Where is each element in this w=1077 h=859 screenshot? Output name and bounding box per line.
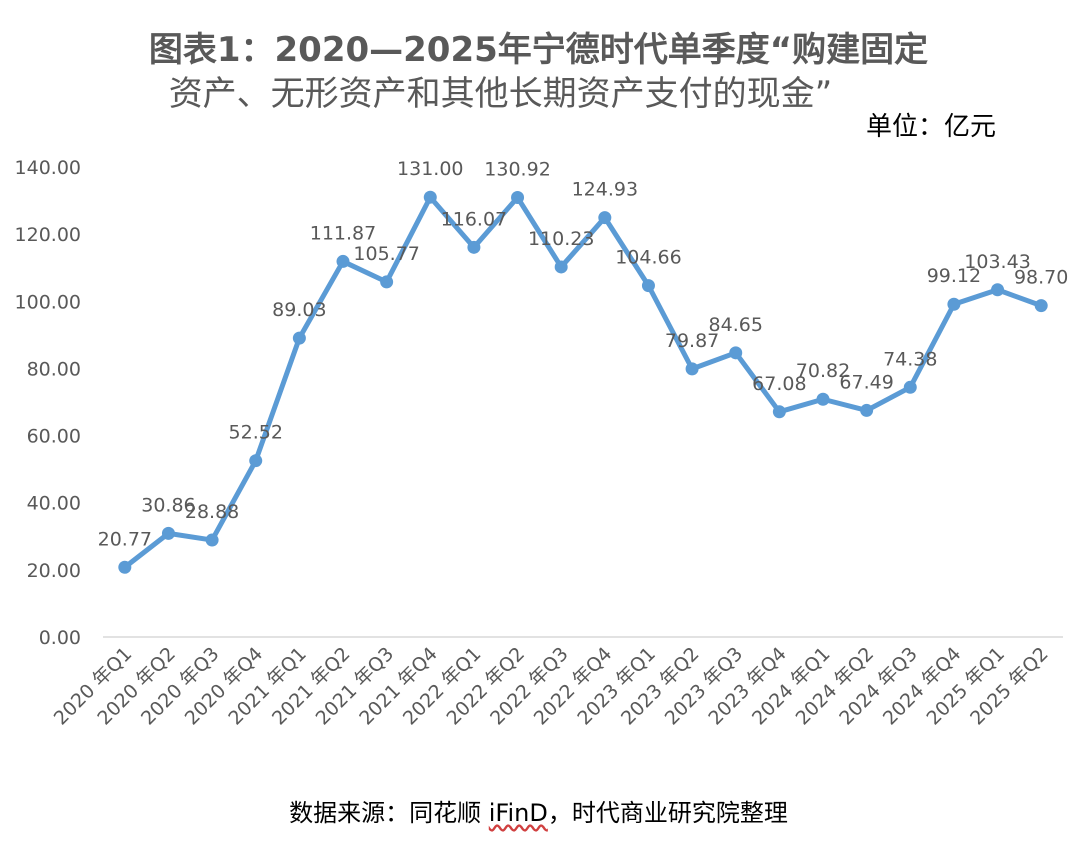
data-point [641,279,655,293]
data-label: 104.66 [615,247,681,269]
data-label: 67.08 [752,373,806,395]
data-point [161,526,175,540]
series-line-group [122,194,1044,570]
source-brand: iFinD [488,799,548,827]
data-label: 124.93 [572,179,638,201]
y-tick-label: 0.00 [39,627,81,649]
data-point [1034,299,1048,313]
data-point [205,533,219,547]
data-point [511,190,525,204]
y-axis: 0.00 20.00 40.00 60.00 80.00 100.00 120.00 140.… [15,157,81,649]
data-point [554,260,568,274]
data-label: 84.65 [709,314,763,336]
y-tick-label: 120.00 [15,224,81,246]
series-line [122,194,1044,570]
source-suffix: ，时代商业研究院整理 [547,799,788,827]
chart-title-line1: 图表1：2020—2025年宁德时代单季度“购建固定 [148,30,929,70]
data-point [467,240,481,254]
y-tick-label: 140.00 [15,157,81,179]
data-label: 111.87 [310,222,376,244]
data-label: 103.43 [964,251,1030,273]
y-tick-label: 80.00 [27,358,81,380]
y-tick-label: 100.00 [15,291,81,313]
data-point [685,362,699,376]
source-prefix: 数据来源：同花顺 [289,799,489,827]
unit-label: 单位：亿元 [866,112,997,142]
data-point [772,405,786,419]
data-label: 110.23 [528,228,594,250]
data-source: 数据来源：同花顺 iFinD，时代商业研究院整理 [0,793,1077,828]
data-label: 74.38 [883,348,937,370]
data-label: 30.86 [141,494,195,516]
data-point [423,190,437,204]
chart-title-line2: 资产、无形资产和其他长期资产支付的现金” [168,74,833,114]
data-point [598,211,612,225]
data-label: 105.77 [353,243,419,265]
y-tick-label: 20.00 [27,560,81,582]
data-points [118,190,1048,574]
y-tick-label: 60.00 [27,426,81,448]
data-label: 67.49 [839,371,893,393]
chart-title: 图表1：2020—2025年宁德时代单季度“购建固定 资产、无形资产和其他长期资… [0,28,1077,116]
data-label: 98.70 [1014,267,1068,289]
data-label: 131.00 [397,158,463,180]
data-label: 79.87 [665,330,719,352]
data-point [292,331,306,345]
data-label: 70.82 [796,360,850,382]
data-point [816,392,830,406]
data-point [249,454,263,468]
data-point [991,283,1005,297]
data-point [380,275,394,289]
data-point [118,560,132,574]
data-label: 99.12 [927,265,981,287]
data-label: 89.03 [272,299,326,321]
data-point [903,380,917,394]
data-point [860,403,874,417]
data-label: 130.92 [484,158,550,180]
data-label: 20.77 [98,528,152,550]
data-point [336,254,350,268]
data-point [729,346,743,360]
data-point [947,297,961,311]
y-tick-label: 40.00 [27,493,81,515]
data-label: 28.88 [185,501,239,523]
data-label: 52.52 [229,422,283,444]
data-label: 116.07 [441,208,507,230]
